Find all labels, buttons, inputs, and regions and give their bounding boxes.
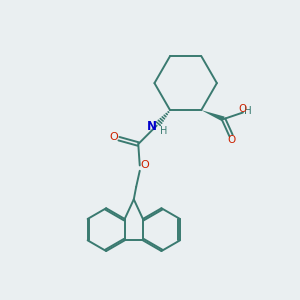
Polygon shape [201, 110, 225, 122]
Text: O: O [140, 160, 149, 170]
Text: O: O [227, 136, 236, 146]
Text: O: O [238, 104, 246, 114]
Text: N: N [147, 120, 157, 133]
Text: O: O [110, 132, 118, 142]
Text: H: H [160, 126, 167, 136]
Text: H: H [244, 106, 252, 116]
